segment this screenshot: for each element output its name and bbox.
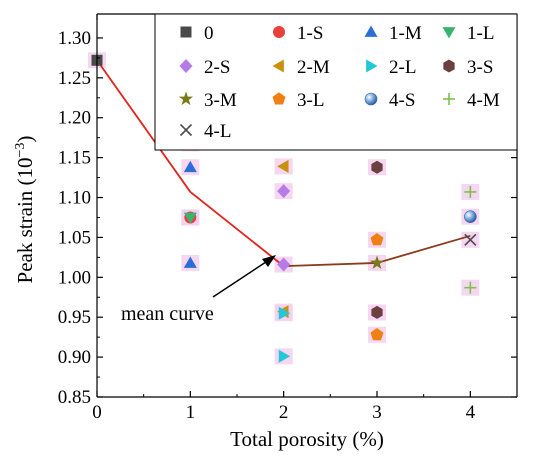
data-point-2-L xyxy=(278,306,291,320)
mean-curve-segment xyxy=(283,262,378,268)
legend-marker xyxy=(364,25,378,37)
legend-marker xyxy=(442,27,456,39)
data-point-2-L xyxy=(278,349,291,363)
data-point-1-L xyxy=(183,212,197,224)
legend-marker xyxy=(443,59,455,73)
legend-marker xyxy=(272,92,286,105)
y-tick-label: 0.95 xyxy=(58,307,91,328)
legend-marker xyxy=(364,92,378,106)
legend-item-1-L: 1-L xyxy=(442,23,494,44)
y-tick-label: 1.10 xyxy=(58,188,91,209)
legend-item-4-M: 4-M xyxy=(443,90,500,111)
legend-label: 1-M xyxy=(389,23,422,44)
legend-item-4-L: 4-L xyxy=(179,121,231,142)
annotation-arrow-head xyxy=(262,255,276,267)
annotation-arrow-line xyxy=(212,257,273,298)
mean-curve-segment xyxy=(376,234,471,264)
y-tick-label: 1.15 xyxy=(58,148,91,169)
mean-curve-label: mean curve xyxy=(121,303,214,325)
data-point-2-S xyxy=(277,257,291,272)
legend-item-3-S: 3-S xyxy=(443,57,493,78)
y-tick-label: 1.25 xyxy=(58,68,91,89)
legend-label: 4-M xyxy=(467,90,500,111)
data-point-3-S xyxy=(371,160,383,174)
data-point-2-M xyxy=(277,159,289,173)
y-tick-label: 1.00 xyxy=(58,267,91,288)
data-point-3-S xyxy=(371,305,383,319)
legend-label: 3-M xyxy=(204,90,237,111)
legend-marker xyxy=(272,59,284,73)
data-point-1-M xyxy=(183,160,197,173)
y-axis-title-suffix: ) xyxy=(13,136,37,143)
x-tick-label: 2 xyxy=(279,402,289,423)
legend-label: 4-L xyxy=(204,121,231,142)
legend-item-2-M: 2-M xyxy=(272,57,330,78)
x-tick-label: 1 xyxy=(186,402,196,423)
legend-item-3-M: 3-M xyxy=(178,90,237,111)
legend-label: 1-S xyxy=(297,23,323,44)
legend-marker xyxy=(178,91,194,106)
legend-item-3-L: 3-L xyxy=(272,90,324,111)
y-tick-label: 1.20 xyxy=(58,108,91,129)
legend-item-0: 0 xyxy=(180,23,214,44)
legend-label: 1-L xyxy=(467,23,494,44)
legend-marker xyxy=(366,59,378,73)
legend-item-1-M: 1-M xyxy=(364,23,422,44)
legend-label: 3-L xyxy=(297,90,324,111)
x-axis-title: Total porosity (%) xyxy=(230,427,384,451)
mean-curve xyxy=(96,59,471,268)
legend-label: 4-S xyxy=(389,90,415,111)
data-point-3-M xyxy=(369,255,385,270)
x-tick-label: 0 xyxy=(92,402,102,423)
data-point-4-S xyxy=(464,210,477,223)
legend-box xyxy=(154,13,518,151)
mean-curve-segment xyxy=(189,191,285,267)
legend-marker xyxy=(179,59,193,73)
legend-label: 2-L xyxy=(389,57,416,78)
data-point-4-M xyxy=(464,185,477,198)
data-point-3-L xyxy=(370,233,384,246)
data-point-4-L xyxy=(464,233,477,246)
x-tick-label: 4 xyxy=(466,402,476,423)
legend-marker xyxy=(179,123,193,137)
legend-marker xyxy=(273,26,285,38)
y-axis-title-main: Peak strain (10 xyxy=(13,157,37,283)
legend-item-2-L: 2-L xyxy=(366,57,416,78)
legend-item-1-S: 1-S xyxy=(273,23,323,44)
legend-marker xyxy=(180,26,192,38)
x-tick-label: 3 xyxy=(372,402,382,423)
y-axis-title-exponent: −3 xyxy=(13,143,28,158)
y-tick-label: 1.30 xyxy=(58,28,91,49)
legend: 0 1-S 1-M 1-L 2-S 2-M 2-L 3-S 3-M 3-L 4-S 4-M 4-L xyxy=(154,13,518,151)
data-point-1-M xyxy=(183,256,197,268)
y-tick-label: 1.05 xyxy=(58,227,91,248)
legend-item-2-S: 2-S xyxy=(179,57,230,78)
legend-marker xyxy=(443,93,455,105)
y-tick-label: 0.85 xyxy=(58,387,91,408)
legend-label: 0 xyxy=(204,23,214,44)
data-point-3-L xyxy=(370,327,384,341)
legend-label: 2-M xyxy=(297,57,330,78)
y-tick-label: 0.90 xyxy=(58,347,91,368)
mean-curve-segment xyxy=(96,59,192,193)
legend-item-4-S: 4-S xyxy=(364,90,415,111)
data-point-4-M xyxy=(464,281,477,294)
legend-label: 3-S xyxy=(467,57,493,78)
legend-label: 2-S xyxy=(204,57,230,78)
y-axis-title: Peak strain (10−3) xyxy=(13,136,37,284)
data-point-2-S xyxy=(277,184,291,199)
mean-curve-annotation: mean curve xyxy=(121,255,276,325)
